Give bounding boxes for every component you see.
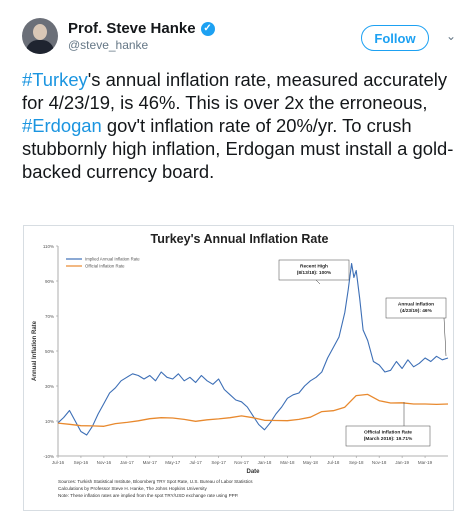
x-tick-label: Nov-16	[97, 460, 112, 465]
source-note: Note: These inflation rates are implied …	[58, 493, 238, 498]
hashtag-erdogan[interactable]: #Erdogan	[22, 115, 102, 136]
x-tick-label: Jan-18	[258, 460, 272, 465]
author-handle[interactable]: @steve_hanke	[68, 38, 149, 52]
y-tick-label: 50%	[45, 349, 54, 354]
x-tick-label: Jul-18	[327, 460, 340, 465]
source-note: Sources: Turkish Statistical Institute, …	[58, 479, 253, 484]
author-name-row: Prof. Steve Hanke ✓	[68, 20, 215, 37]
y-tick-label: 110%	[43, 244, 54, 249]
x-tick-label: Sep-17	[211, 460, 226, 465]
chart-title: Turkey's Annual Inflation Rate	[150, 232, 329, 246]
chevron-down-icon[interactable]: ⌄	[445, 29, 457, 43]
tweet-text-part-1: 's annual inflation rate, measured accur…	[22, 69, 448, 113]
annotation-arrow	[443, 317, 447, 357]
inflation-chart: -10% 10% 30% 50% 70% 90% 110% Jul-16 Sep-16 Nov-1…	[32, 244, 449, 498]
x-tick-label: Mar-17	[143, 460, 158, 465]
y-tick-label: -10%	[43, 454, 54, 459]
y-tick-label: 10%	[45, 419, 54, 424]
y-tick-label: 30%	[45, 384, 54, 389]
x-tick-label: Nov-17	[234, 460, 249, 465]
annotation-arrow	[315, 279, 321, 285]
tweet-image[interactable]: Turkey's Annual Inflation Rate -10% 10% 30…	[23, 225, 454, 511]
tweet-text-part-2: gov't inflation rate of 20%/yr. To crush…	[22, 115, 454, 182]
series-line-official	[57, 393, 449, 427]
x-tick-label: Jul-17	[190, 460, 203, 465]
hashtag-turkey[interactable]: #Turkey	[22, 69, 88, 90]
annotation-box	[278, 259, 350, 281]
y-tick-label: 70%	[45, 314, 54, 319]
follow-button[interactable]: Follow	[361, 25, 429, 51]
annotation-text: Recent High (8/13/18): 100%	[297, 264, 332, 277]
x-tick-label: Jul-16	[52, 460, 65, 465]
avatar-body	[26, 40, 54, 54]
x-tick-label: Jan-17	[120, 460, 134, 465]
series-line-implied	[57, 262, 449, 436]
legend-label: Implied Annual Inflation Rate	[85, 257, 140, 262]
verified-badge-icon: ✓	[200, 21, 215, 36]
x-tick-label: Jan-19	[395, 460, 409, 465]
source-note: Calculations by Professor Steve H. Hanke…	[58, 486, 207, 491]
x-tick-label: May-18	[303, 460, 319, 465]
x-tick-label: Nov-18	[372, 460, 387, 465]
x-axis-label: Date	[246, 469, 260, 475]
annotation-box	[345, 425, 431, 447]
x-tick-label: May-17	[165, 460, 181, 465]
annotation-text: Official Inflation Rate (March 2019): 19.…	[364, 430, 413, 443]
avatar[interactable]	[22, 18, 58, 54]
y-tick-label: 90%	[45, 279, 54, 284]
annotation-box	[385, 297, 447, 319]
x-tick-label: Sep-16	[74, 460, 89, 465]
x-tick-label: Mar-18	[280, 460, 295, 465]
tweet-header: Prof. Steve Hanke ✓ @steve_hanke Follow …	[0, 0, 476, 62]
x-tick-label: Sep-18	[349, 460, 364, 465]
author-name[interactable]: Prof. Steve Hanke	[68, 20, 196, 37]
tweet-text: #Turkey's annual inflation rate, measure…	[22, 68, 462, 183]
x-tick-label: Mar-19	[418, 460, 433, 465]
annotation-text: Annual Inflation (4/23/19): 46%	[398, 302, 434, 315]
legend-label: Official Inflation Rate	[85, 264, 125, 269]
y-axis-label: Annual Inflation Rate	[32, 320, 38, 381]
avatar-head	[33, 24, 47, 40]
